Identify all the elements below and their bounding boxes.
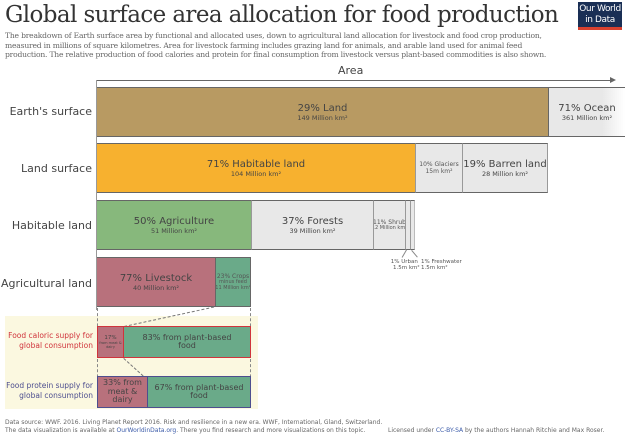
- license-suffix: by the authors Hannah Ritchie and Max Ro…: [463, 427, 605, 434]
- segment-crops-label: 23% Crops: [216, 273, 250, 280]
- license-link[interactable]: CC-BY-SA: [435, 427, 464, 434]
- right-guide-line: [250, 308, 251, 408]
- protein-plant-line-2: food: [190, 391, 208, 400]
- segment-shrub-label: 11% Shrub: [373, 218, 405, 226]
- segment-land-label: 29% Land: [297, 102, 348, 114]
- segment-agriculture: 50% Agriculture 51 Million km²: [97, 200, 251, 250]
- protein-supply-label: Food protein supply for global consumpti…: [5, 381, 93, 401]
- freshwater-callout-value: 1.5m km²: [421, 265, 448, 271]
- freshwater-callout-line: [411, 250, 418, 258]
- segment-forests-value: 39 Million km²: [289, 226, 336, 235]
- x-axis-line: [97, 80, 613, 81]
- segment-crops-value: 11 Million km²: [215, 284, 251, 291]
- protein-supply-bar: 33% from meat & dairy 67% from plant-bas…: [97, 376, 251, 408]
- protein-meat-line-2: meat & dairy: [107, 386, 138, 405]
- row-label-agricultural: Agricultural land: [0, 277, 92, 290]
- freshwater-callout: 1% Freshwater 1.5m km²: [421, 259, 462, 271]
- segment-forests: 37% Forests 39 Million km²: [251, 200, 373, 250]
- protein-meat-segment: 33% from meat & dairy: [98, 377, 148, 407]
- segment-ocean-value: 361 Million km²: [561, 113, 613, 122]
- urban-callout-label: 1% Urban: [390, 259, 418, 265]
- caloric-meat-note: from meat & dairy: [99, 341, 122, 349]
- axis-arrow-icon: [610, 77, 616, 83]
- row-label-habitable: Habitable land: [11, 219, 92, 232]
- urban-callout-value: 1.5m km²: [393, 265, 420, 271]
- row-label-land: Land surface: [21, 162, 92, 175]
- segment-crops-note: minus feed: [219, 279, 247, 285]
- caloric-plant-segment: 83% from plant-based food: [124, 327, 250, 357]
- caloric-plant-line-1: 83% from plant-based: [142, 332, 232, 342]
- segment-urban: [405, 200, 410, 250]
- owid-link[interactable]: OurWorldinData.org: [116, 427, 177, 434]
- segment-ocean-label: 71% Ocean: [558, 102, 616, 114]
- segment-habitable-land-value: 104 Million km²: [230, 169, 282, 178]
- segment-livestock-value: 40 Million km²: [132, 283, 180, 292]
- chart-subtitle: The breakdown of Earth surface area by f…: [5, 31, 547, 60]
- segment-barren-land: 19% Barren land 28 Million km²: [462, 143, 548, 193]
- caloric-plant-line-2: food: [178, 341, 196, 350]
- left-guide-line: [97, 308, 98, 408]
- caloric-label-line-1: Food caloric supply for: [8, 331, 93, 340]
- segment-forests-label: 37% Forests: [281, 215, 344, 227]
- segment-shrub-value: 12 Million km²: [373, 224, 405, 231]
- protein-plant-segment: 67% from plant-based food: [148, 377, 250, 407]
- segment-habitable-land-label: 71% Habitable land: [206, 158, 306, 170]
- segment-livestock: 77% Livestock 40 Million km²: [97, 257, 215, 307]
- caloric-supply-bar: 17% from meat & dairy 83% from plant-bas…: [97, 326, 251, 358]
- segment-barren-land-label: 19% Barren land: [463, 158, 547, 170]
- logo-line-2: in Data: [585, 15, 615, 25]
- protein-plant-line-1: 67% from plant-based: [154, 382, 244, 392]
- segment-glaciers: 10% Glaciers 15m km²: [415, 143, 462, 193]
- segment-barren-land-value: 28 Million km²: [481, 169, 529, 178]
- protein-label-line-1: Food protein supply for: [6, 381, 93, 390]
- segment-agriculture-label: 50% Agriculture: [133, 215, 215, 227]
- segment-habitable-land: 71% Habitable land 104 Million km²: [97, 143, 415, 193]
- segment-freshwater: [410, 200, 415, 250]
- logo-line-1: Our World: [579, 4, 621, 14]
- urban-callout: 1% Urban 1.5m km²: [389, 259, 420, 271]
- segment-shrub: 11% Shrub 12 Million km²: [373, 200, 405, 250]
- availability-prefix: The data visualization is available at: [5, 427, 117, 434]
- data-source-note: Data source: WWF. 2016. Living Planet Re…: [5, 419, 383, 426]
- availability-suffix: . There you find research and more visua…: [176, 427, 366, 434]
- caloric-meat-value: 17%: [104, 335, 117, 341]
- availability-note: The data visualization is available at O…: [5, 427, 365, 434]
- segment-land-value: 149 Million km²: [297, 113, 348, 122]
- owid-logo[interactable]: Our World in Data: [578, 2, 622, 30]
- segment-land: 29% Land 149 Million km²: [97, 87, 548, 137]
- freshwater-callout-label: 1% Freshwater: [421, 259, 462, 265]
- urban-callout-line: [401, 249, 407, 258]
- caloric-supply-label: Food caloric supply for global consumpti…: [5, 331, 93, 351]
- x-axis-label: Area: [338, 64, 364, 77]
- segment-ocean: 71% Ocean 361 Million km²: [548, 87, 625, 137]
- segment-glaciers-value: 15m km²: [425, 168, 453, 175]
- segment-livestock-label: 77% Livestock: [119, 272, 193, 284]
- caloric-meat-segment: 17% from meat & dairy: [98, 327, 124, 357]
- segment-agriculture-value: 51 Million km²: [150, 226, 198, 235]
- segment-crops: 23% Crops minus feed 11 Million km²: [215, 257, 251, 307]
- chart-title: Global surface area allocation for food …: [5, 2, 559, 28]
- row-label-earth: Earth's surface: [9, 105, 92, 118]
- segment-glaciers-label: 10% Glaciers: [419, 161, 459, 168]
- y-axis-line: [96, 80, 97, 310]
- license-prefix: Licensed under: [388, 427, 436, 434]
- protein-label-line-2: global consumption: [19, 391, 93, 400]
- caloric-label-line-2: global consumption: [19, 341, 93, 350]
- license-note: Licensed under CC-BY-SA by the authors H…: [388, 427, 604, 434]
- protein-meat-line-1: 33% from: [103, 378, 142, 388]
